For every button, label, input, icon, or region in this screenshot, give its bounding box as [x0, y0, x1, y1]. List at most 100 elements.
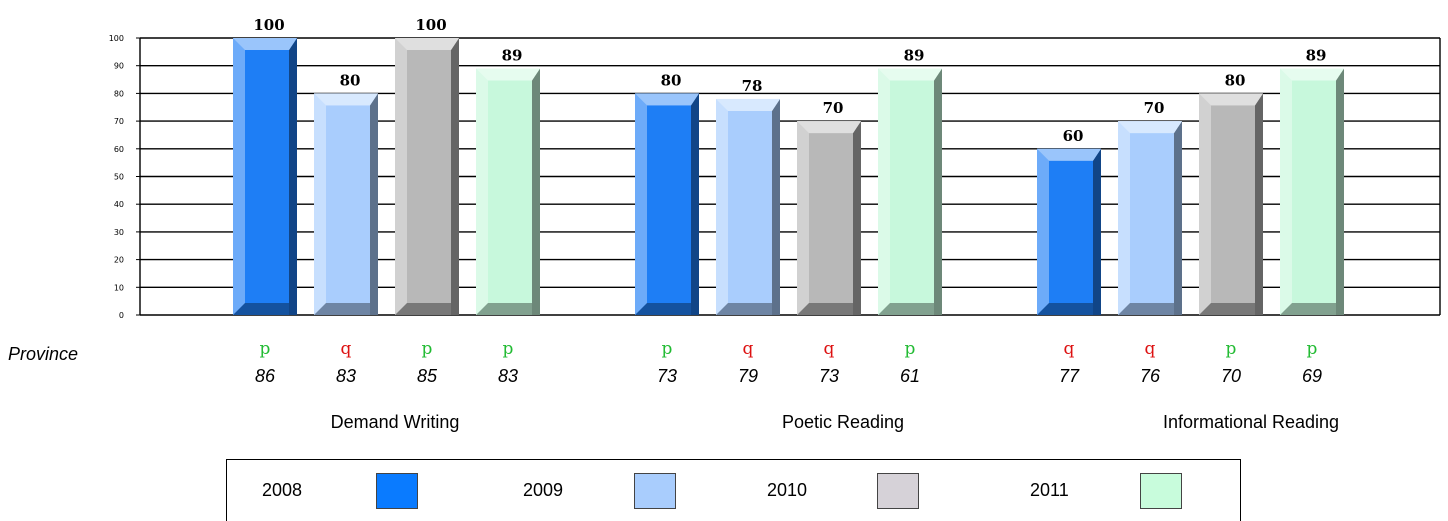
bar-2008-informational-reading — [1037, 148, 1101, 315]
category-label-informational-reading: Informational Reading — [1162, 412, 1340, 432]
province-value: 69 — [1302, 366, 1322, 386]
value-label: 78 — [742, 77, 763, 95]
province-value: 73 — [657, 366, 677, 386]
bar-bottom — [716, 303, 772, 315]
legend-swatch-2010 — [877, 473, 919, 509]
trend-marker: q — [1064, 339, 1075, 359]
trend-marker: p — [905, 339, 916, 359]
value-label: 100 — [415, 16, 446, 34]
legend-label-2009: 2009 — [523, 480, 564, 500]
y-tick-label: 30 — [114, 228, 124, 237]
value-label: 80 — [340, 71, 361, 89]
bar-top — [314, 93, 378, 106]
bar-bottom — [635, 303, 691, 315]
bar-2011-demand-writing — [476, 68, 540, 315]
province-value: 85 — [417, 366, 438, 386]
bar-bottom — [314, 303, 370, 315]
value-label: 80 — [1225, 71, 1246, 89]
legend-swatch-2009 — [634, 473, 676, 509]
province-value: 61 — [900, 366, 920, 386]
trend-marker: p — [503, 339, 514, 359]
bar-2008-demand-writing — [233, 38, 297, 315]
province-value: 79 — [738, 366, 758, 386]
legend-swatch-2011 — [1140, 473, 1182, 509]
y-tick-label: 20 — [114, 256, 124, 265]
y-tick-label: 80 — [114, 89, 124, 98]
province-label: Province — [8, 344, 79, 364]
bar-side — [691, 93, 699, 316]
bar-top — [716, 98, 780, 111]
bar-side — [1336, 68, 1344, 315]
trend-marker: p — [422, 339, 433, 359]
value-label: 60 — [1063, 127, 1084, 145]
bar-bottom — [1118, 303, 1174, 315]
bar-top — [395, 38, 459, 50]
bar-2010-poetic-reading — [797, 121, 861, 315]
bar-bottom — [1280, 303, 1336, 315]
value-label: 70 — [1144, 99, 1165, 117]
y-tick-label: 10 — [114, 283, 124, 292]
value-label: 70 — [823, 99, 844, 117]
bar-side — [934, 68, 942, 315]
legend-label-2010: 2010 — [767, 480, 808, 500]
bar-side — [451, 38, 459, 315]
bar-face — [890, 80, 934, 305]
category-label-demand-writing: Demand Writing — [330, 412, 460, 432]
y-tick-label: 60 — [114, 145, 124, 154]
trend-marker: q — [341, 339, 352, 359]
province-value: 76 — [1140, 366, 1161, 386]
province-value: 70 — [1221, 366, 1241, 386]
province-value: 86 — [255, 366, 276, 386]
y-tick-label: 0 — [119, 311, 124, 320]
bar-side — [532, 68, 540, 315]
bar-top — [1118, 121, 1182, 134]
bar-top — [1280, 68, 1344, 81]
bar-bottom — [233, 303, 289, 315]
trend-marker: q — [743, 339, 754, 359]
bar-top — [233, 38, 297, 50]
province-value: 83 — [336, 366, 356, 386]
bar-bottom — [1037, 303, 1093, 315]
bar-2011-poetic-reading — [878, 68, 942, 315]
bar-2010-demand-writing — [395, 38, 459, 315]
legend-label-2011: 2011 — [1030, 480, 1069, 500]
y-tick-label: 70 — [114, 117, 124, 126]
value-label: 89 — [1306, 46, 1327, 64]
bar-2009-demand-writing — [314, 93, 378, 316]
trend-marker: p — [260, 339, 271, 359]
bar-bottom — [878, 303, 934, 315]
trend-marker: q — [824, 339, 835, 359]
bar-face — [245, 50, 289, 305]
bar-2008-poetic-reading — [635, 93, 699, 316]
value-label: 89 — [502, 46, 523, 64]
bar-side — [772, 98, 780, 315]
province-value: 83 — [498, 366, 518, 386]
y-tick-label: 100 — [109, 34, 124, 43]
bar-side — [1255, 93, 1263, 316]
bar-top — [1199, 93, 1263, 106]
bar-top — [1037, 148, 1101, 161]
category-label-poetic-reading: Poetic Reading — [781, 412, 905, 432]
bar-face — [1292, 80, 1336, 305]
trend-marker: p — [1307, 339, 1318, 359]
trend-marker: p — [1226, 339, 1237, 359]
bar-2009-poetic-reading — [716, 98, 780, 315]
bar-side — [1093, 148, 1101, 315]
bar-bottom — [797, 303, 853, 315]
bar-side — [289, 38, 297, 315]
bar-side — [1174, 121, 1182, 315]
province-value: 77 — [1059, 366, 1080, 386]
bar-2009-informational-reading — [1118, 121, 1182, 315]
province-value: 73 — [819, 366, 839, 386]
bar-2011-informational-reading — [1280, 68, 1344, 315]
y-tick-label: 40 — [114, 200, 124, 209]
trend-marker: p — [662, 339, 673, 359]
bar-top — [635, 93, 699, 106]
value-label: 80 — [661, 71, 682, 89]
bar-face — [1049, 160, 1093, 305]
bar-top — [878, 68, 942, 81]
bar-bottom — [395, 303, 451, 315]
bar-top — [797, 121, 861, 134]
value-label: 100 — [253, 16, 284, 34]
bar-bottom — [1199, 303, 1255, 315]
